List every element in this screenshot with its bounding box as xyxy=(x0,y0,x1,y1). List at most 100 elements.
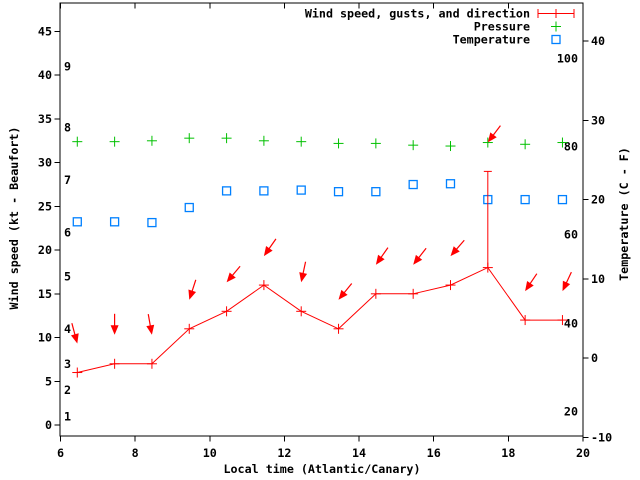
temperature-point xyxy=(72,217,82,227)
legend-label-pressure: Pressure xyxy=(474,20,530,34)
pressure-point xyxy=(557,137,568,148)
x-tick-label: 10 xyxy=(203,446,217,460)
wind-direction-arrow xyxy=(146,314,155,335)
wind-direction-arrows xyxy=(70,125,572,344)
y-left-tick-label: 35 xyxy=(38,112,52,126)
fahrenheit-label: 80 xyxy=(564,139,578,153)
wind-direction-arrow xyxy=(562,271,572,292)
y-axis-label-right: Temperature (C - F) xyxy=(617,147,631,281)
pressure-point xyxy=(520,139,531,150)
beaufort-scale-labels: 1 2 3 4 5 6 7 8 9 xyxy=(64,59,71,423)
x-tick-label: 20 xyxy=(576,446,590,460)
y-right-tick-label: -10 xyxy=(591,431,612,445)
legend: Wind speed, gusts, and directionPressure… xyxy=(305,7,575,47)
temperature-point xyxy=(520,194,530,205)
temperature-point xyxy=(371,187,381,197)
y-left-tick-label: 15 xyxy=(38,287,52,301)
pressure-point xyxy=(221,133,232,144)
arrow-head xyxy=(299,272,308,283)
wind-point xyxy=(146,358,157,369)
legend-marker-errorbar xyxy=(537,9,575,18)
wind-point xyxy=(296,306,307,317)
temperature-point xyxy=(333,187,344,197)
wind-point xyxy=(72,367,83,378)
y-axis-label-left: Wind speed (kt - Beaufort) xyxy=(7,126,21,310)
y-left-tick-label: 10 xyxy=(38,331,52,345)
x-axis-ticks: 6 8 10 12 14 16 18 20 xyxy=(57,3,590,460)
arrow-head xyxy=(263,246,273,257)
wind-point xyxy=(408,288,419,299)
arrow-head xyxy=(110,325,119,335)
pressure-series xyxy=(72,133,568,152)
legend-label-wind: Wind speed, gusts, and direction xyxy=(305,7,530,21)
arrow-head xyxy=(562,280,571,292)
beaufort-label: 6 xyxy=(64,226,71,240)
temperature-point xyxy=(408,179,418,190)
x-axis-label: Local time (Atlantic/Canary) xyxy=(223,462,421,476)
pressure-point xyxy=(146,135,157,146)
fahrenheit-label: 60 xyxy=(564,227,578,241)
wind-point xyxy=(333,323,344,334)
plot-border xyxy=(59,2,584,437)
y-left-tick-label: 20 xyxy=(38,243,52,257)
y-left-tick-label: 45 xyxy=(38,24,52,38)
beaufort-label: 3 xyxy=(64,357,71,371)
wind-speed-line xyxy=(77,266,563,373)
arrow-head xyxy=(188,289,197,300)
legend-marker-plus xyxy=(551,21,561,32)
temperature-point xyxy=(221,186,232,196)
beaufort-label: 7 xyxy=(64,173,71,187)
x-tick-label: 14 xyxy=(352,446,366,460)
beaufort-label: 2 xyxy=(64,383,71,397)
pressure-point xyxy=(482,137,493,148)
pressure-point xyxy=(296,136,307,147)
wind-point xyxy=(258,280,269,291)
wind-point xyxy=(445,280,456,291)
wind-direction-arrow xyxy=(299,261,308,283)
fahrenheit-scale-labels: 20 40 60 80 100 xyxy=(557,51,578,418)
arrow-head xyxy=(375,254,385,265)
wind-direction-arrow xyxy=(226,265,241,283)
pressure-point xyxy=(109,136,120,147)
wind-direction-arrow xyxy=(450,239,465,257)
y-right-tick-label: 0 xyxy=(591,351,598,365)
plot-frame xyxy=(59,2,584,437)
pressure-point xyxy=(184,133,195,144)
temperature-point xyxy=(184,202,194,213)
fahrenheit-label: 40 xyxy=(564,316,578,330)
temperature-point xyxy=(557,194,568,205)
wind-point xyxy=(520,315,531,326)
y-left-ticks: 0 5 10 15 20 25 30 35 40 45 xyxy=(38,24,60,432)
arrow-head xyxy=(450,246,460,257)
wind-point xyxy=(221,306,232,317)
wind-direction-arrow xyxy=(487,125,501,143)
arrow-head xyxy=(487,132,497,143)
x-tick-label: 18 xyxy=(501,446,515,460)
wind-direction-arrow xyxy=(525,273,538,292)
x-tick-label: 12 xyxy=(277,446,291,460)
temperature-point xyxy=(296,185,306,195)
y-right-tick-label: 40 xyxy=(591,34,605,48)
wind-direction-arrow xyxy=(70,323,79,344)
wind-series xyxy=(72,170,568,378)
y-left-tick-label: 5 xyxy=(45,374,52,388)
arrow-head xyxy=(525,280,534,292)
wind-point xyxy=(184,323,195,334)
temperature-point xyxy=(147,217,157,228)
pressure-point xyxy=(258,135,269,146)
y-left-tick-label: 25 xyxy=(38,199,52,213)
wind-gust-bar xyxy=(483,170,492,268)
wind-point xyxy=(557,315,568,326)
pressure-point xyxy=(445,141,456,152)
y-right-tick-label: 30 xyxy=(591,113,605,127)
beaufort-label: 4 xyxy=(64,322,71,336)
pressure-point xyxy=(370,138,381,149)
arrow-head xyxy=(413,254,423,265)
wind-point xyxy=(109,358,120,369)
y-right-ticks: -10 0 10 20 30 40 xyxy=(583,34,612,445)
fahrenheit-label: 20 xyxy=(564,404,578,418)
legend-marker-square xyxy=(551,34,561,45)
y-left-tick-label: 40 xyxy=(38,68,52,82)
